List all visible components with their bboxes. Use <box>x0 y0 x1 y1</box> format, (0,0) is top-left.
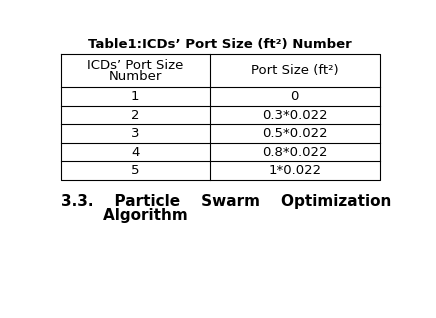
Text: ICDs’ Port Size: ICDs’ Port Size <box>87 59 183 72</box>
Text: 0: 0 <box>290 90 299 103</box>
Text: Table1:ICDs’ Port Size (ft²) Number: Table1:ICDs’ Port Size (ft²) Number <box>89 38 352 51</box>
Text: 0.5*0.022: 0.5*0.022 <box>262 127 327 140</box>
Text: 2: 2 <box>131 109 140 122</box>
Text: 4: 4 <box>131 146 139 159</box>
Text: 3: 3 <box>131 127 140 140</box>
Text: Port Size (ft²): Port Size (ft²) <box>251 64 339 77</box>
Text: 1*0.022: 1*0.022 <box>268 164 321 177</box>
Text: 3.3.    Particle    Swarm    Optimization: 3.3. Particle Swarm Optimization <box>61 194 391 209</box>
Text: 1: 1 <box>131 90 140 103</box>
Text: 0.3*0.022: 0.3*0.022 <box>262 109 327 122</box>
Text: 0.8*0.022: 0.8*0.022 <box>262 146 327 159</box>
Text: 5: 5 <box>131 164 140 177</box>
Text: Number: Number <box>109 70 162 83</box>
Text: Algorithm: Algorithm <box>61 208 187 223</box>
